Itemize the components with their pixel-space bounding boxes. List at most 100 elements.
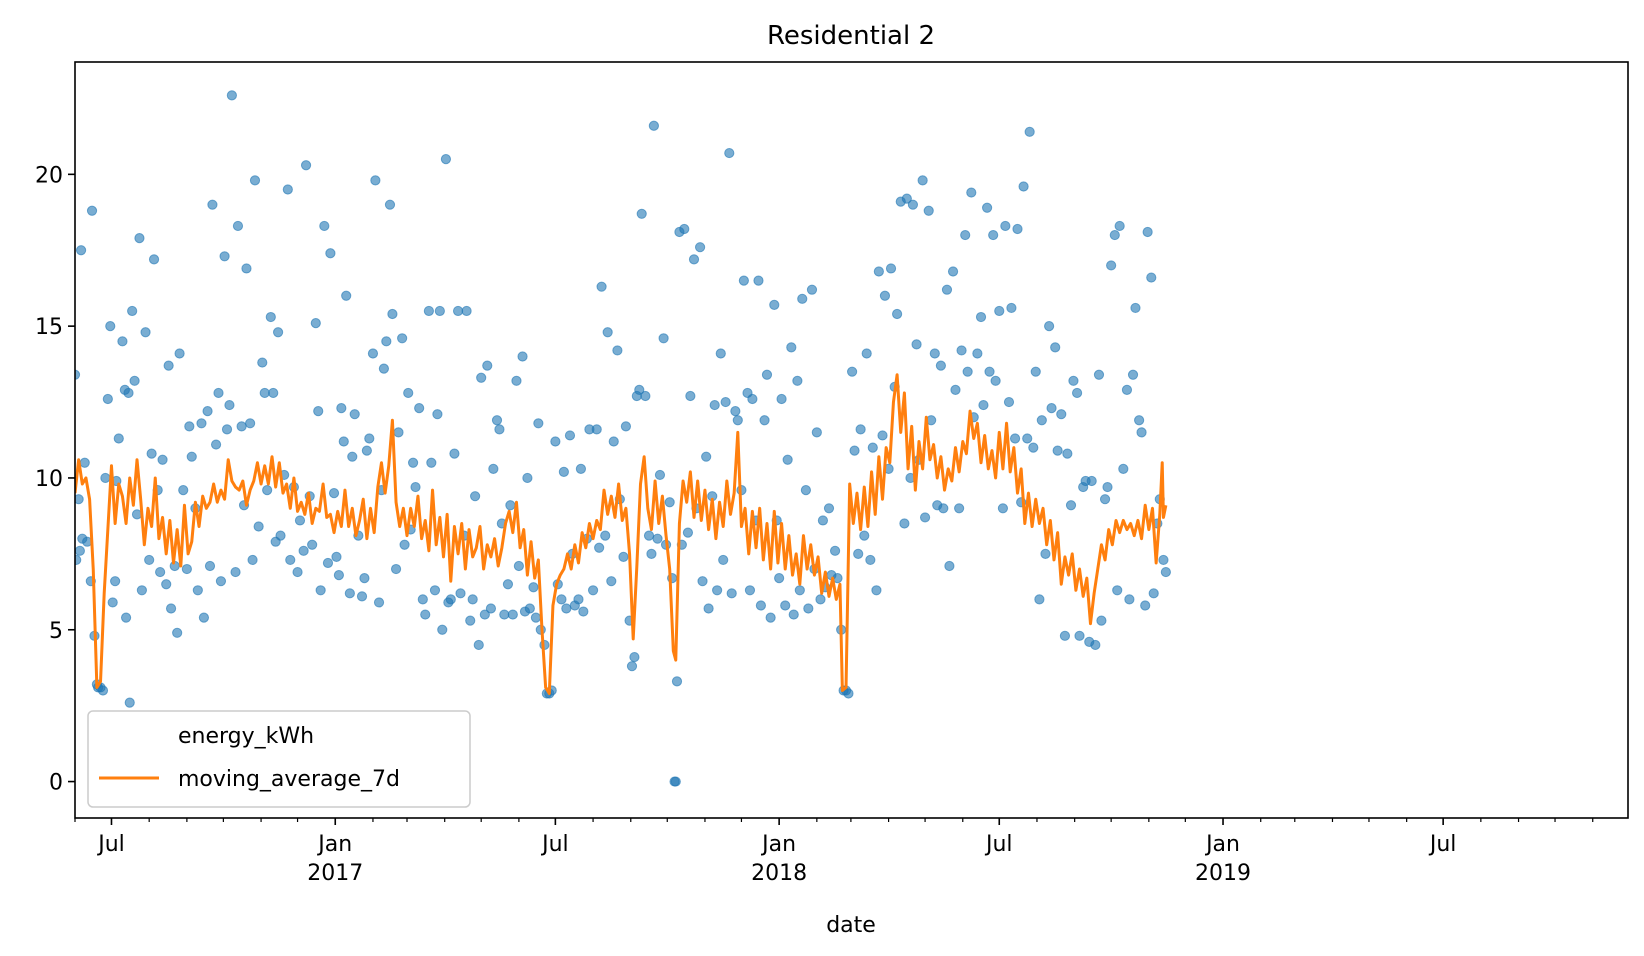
data-point-energy bbox=[163, 360, 174, 371]
data-point-energy bbox=[230, 566, 241, 578]
data-point-energy bbox=[972, 348, 983, 359]
data-point-energy bbox=[658, 333, 669, 344]
data-point-energy bbox=[268, 387, 279, 399]
data-point-energy bbox=[1050, 342, 1061, 353]
data-point-energy bbox=[811, 427, 822, 438]
data-point-energy bbox=[102, 393, 113, 405]
data-point-energy bbox=[1074, 630, 1085, 641]
data-point-energy bbox=[629, 651, 640, 663]
data-point-energy bbox=[612, 345, 623, 356]
data-point-energy bbox=[679, 223, 690, 235]
data-point-energy bbox=[935, 360, 946, 371]
data-point-energy bbox=[1114, 220, 1125, 232]
data-point-energy bbox=[322, 557, 334, 569]
data-point-energy bbox=[865, 554, 876, 566]
data-point-energy bbox=[718, 554, 729, 566]
data-point-energy bbox=[325, 248, 336, 259]
data-point-energy bbox=[307, 539, 318, 550]
data-point-energy bbox=[947, 266, 959, 277]
data-point-energy bbox=[196, 418, 207, 429]
data-point-energy bbox=[146, 448, 157, 459]
data-point-energy bbox=[328, 488, 340, 499]
data-point-energy bbox=[794, 585, 805, 596]
data-point-energy bbox=[646, 548, 657, 559]
data-point-energy bbox=[272, 327, 284, 338]
data-point-energy bbox=[685, 390, 696, 402]
data-point-energy bbox=[1052, 445, 1063, 456]
x-tick-year-label: 2018 bbox=[751, 861, 807, 886]
data-point-energy bbox=[1096, 615, 1107, 626]
y-tick-label: 20 bbox=[35, 163, 63, 188]
data-point-energy bbox=[956, 345, 967, 356]
data-point-energy bbox=[1109, 229, 1120, 241]
data-point-energy bbox=[407, 457, 419, 468]
data-point-energy bbox=[161, 579, 172, 590]
x-tick-label: Jul bbox=[540, 832, 569, 857]
data-point-energy bbox=[859, 530, 870, 541]
data-point-energy bbox=[294, 515, 306, 526]
data-point-energy bbox=[765, 612, 776, 623]
data-point-energy bbox=[558, 466, 569, 477]
data-point-energy bbox=[608, 436, 619, 447]
data-point-energy bbox=[682, 527, 694, 538]
data-point-energy bbox=[455, 588, 466, 599]
data-point-energy bbox=[774, 573, 785, 584]
data-point-energy bbox=[533, 418, 544, 429]
data-point-energy bbox=[467, 594, 478, 605]
axes: 0 5 10 15 20 Jul Jan 2017 Jul Jan 2018 Jul Jan 2019 Ju… bbox=[35, 61, 1629, 886]
data-point-energy bbox=[300, 160, 312, 171]
data-point-energy bbox=[259, 387, 270, 399]
data-point-energy bbox=[626, 661, 638, 672]
data-point-energy bbox=[720, 396, 731, 408]
data-point-energy bbox=[786, 342, 797, 353]
legend-label-energy: energy_kWh bbox=[178, 724, 314, 749]
data-point-energy bbox=[744, 585, 756, 596]
data-point-energy bbox=[417, 594, 428, 605]
data-point-energy bbox=[491, 415, 503, 426]
data-point-energy bbox=[275, 530, 286, 541]
data-point-energy bbox=[885, 263, 897, 274]
data-point-energy bbox=[823, 503, 835, 514]
data-point-energy bbox=[470, 491, 481, 502]
data-point-energy bbox=[776, 393, 787, 405]
data-point-energy bbox=[755, 600, 767, 611]
data-point-energy bbox=[79, 457, 90, 468]
data-point-energy bbox=[97, 685, 109, 696]
y-tick-label: 10 bbox=[35, 467, 63, 492]
data-point-energy bbox=[697, 576, 708, 587]
x-axis-label: date bbox=[826, 913, 876, 938]
data-point-energy bbox=[344, 588, 355, 599]
data-point-energy bbox=[86, 205, 98, 216]
data-point-energy bbox=[873, 266, 884, 277]
data-point-energy bbox=[994, 305, 1005, 317]
data-point-energy bbox=[210, 439, 222, 450]
data-point-energy bbox=[123, 387, 134, 399]
data-point-energy bbox=[578, 606, 589, 617]
data-point-energy bbox=[782, 454, 793, 465]
data-point-energy bbox=[849, 445, 860, 456]
data-point-energy bbox=[871, 585, 882, 596]
data-point-energy bbox=[224, 399, 235, 411]
data-point-energy bbox=[1046, 403, 1057, 414]
data-point-energy bbox=[829, 545, 841, 556]
data-point-energy bbox=[797, 293, 808, 304]
data-point-energy bbox=[556, 594, 567, 605]
data-point-energy bbox=[192, 585, 203, 596]
data-point-energy bbox=[1124, 594, 1135, 605]
data-point-energy bbox=[502, 579, 514, 590]
data-point-energy bbox=[618, 551, 629, 562]
data-point-energy bbox=[1044, 321, 1055, 332]
data-point-energy bbox=[800, 485, 812, 496]
data-point-energy bbox=[724, 147, 735, 159]
data-point-energy bbox=[507, 609, 518, 620]
data-point-energy bbox=[1040, 548, 1051, 559]
data-point-energy bbox=[249, 175, 261, 186]
data-point-energy bbox=[1121, 384, 1133, 395]
data-point-energy bbox=[730, 406, 741, 417]
data-point-energy bbox=[780, 600, 791, 611]
data-point-energy bbox=[550, 436, 561, 447]
data-point-energy bbox=[861, 348, 872, 359]
data-point-energy bbox=[1012, 223, 1023, 235]
data-point-energy bbox=[1000, 220, 1011, 232]
